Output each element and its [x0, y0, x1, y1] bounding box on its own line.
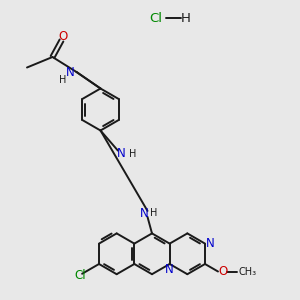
Text: H: H: [129, 148, 137, 159]
Text: N: N: [206, 237, 215, 250]
Text: N: N: [140, 207, 148, 220]
Text: Cl: Cl: [149, 11, 163, 25]
Text: CH₃: CH₃: [238, 266, 256, 277]
Text: H: H: [59, 75, 67, 85]
Text: O: O: [218, 265, 227, 278]
Text: H: H: [181, 11, 191, 25]
Text: N: N: [117, 147, 126, 160]
Text: N: N: [165, 263, 174, 276]
Text: H: H: [150, 208, 158, 218]
Text: Cl: Cl: [74, 269, 85, 282]
Text: N: N: [65, 66, 74, 79]
Text: O: O: [58, 30, 68, 44]
